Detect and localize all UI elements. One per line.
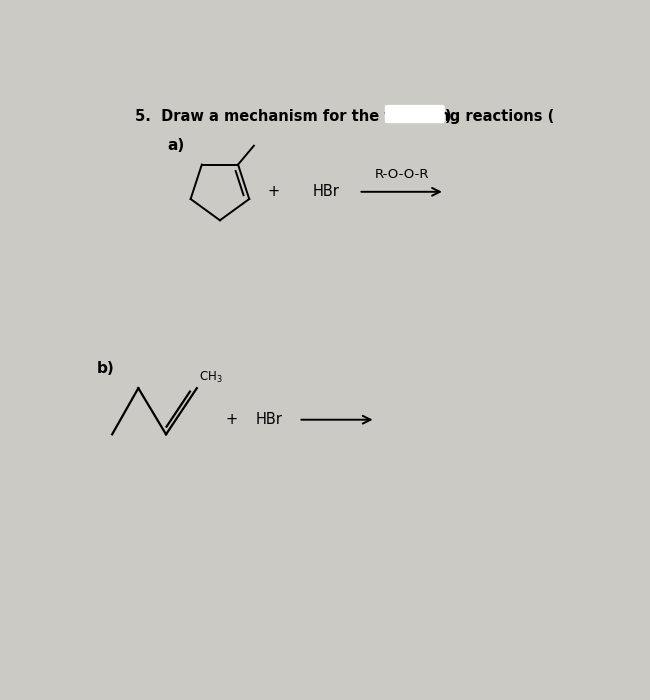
Text: a): a) <box>168 138 185 153</box>
Text: b): b) <box>97 361 114 376</box>
Text: HBr: HBr <box>255 412 282 427</box>
Text: 5.  Draw a mechanism for the following reactions (: 5. Draw a mechanism for the following re… <box>135 108 554 124</box>
Text: R-O-O-R: R-O-O-R <box>374 168 429 181</box>
Text: +: + <box>268 184 280 199</box>
FancyBboxPatch shape <box>385 106 444 122</box>
Text: ): ) <box>445 108 451 124</box>
Text: HBr: HBr <box>313 184 339 199</box>
Text: +: + <box>226 412 237 427</box>
Text: CH$_3$: CH$_3$ <box>199 370 223 385</box>
